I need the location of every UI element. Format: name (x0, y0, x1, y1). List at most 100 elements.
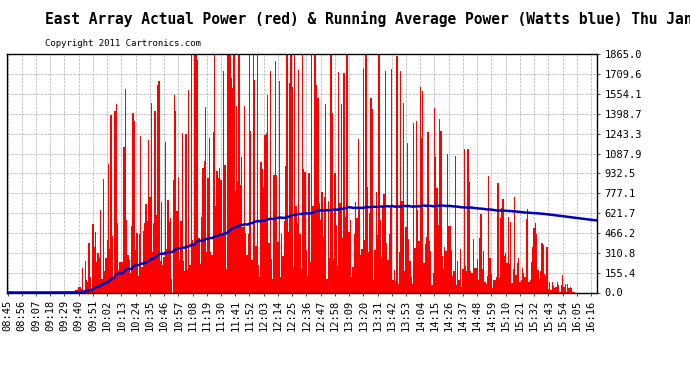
Bar (90, 277, 91, 292)
Bar (473, 239, 474, 292)
Bar (563, 287, 564, 292)
Bar (350, 219, 351, 292)
Bar (302, 50, 303, 292)
Bar (541, 243, 542, 292)
Bar (261, 162, 262, 292)
Bar (193, 245, 195, 292)
Bar (157, 86, 158, 292)
Bar (232, 88, 233, 292)
Bar (524, 277, 526, 292)
Bar (131, 226, 132, 292)
Bar (162, 265, 164, 292)
Bar (159, 261, 161, 292)
Bar (267, 95, 268, 292)
Bar (413, 123, 415, 292)
Bar (483, 251, 484, 292)
Bar (184, 271, 186, 292)
Bar (181, 133, 183, 292)
Bar (425, 243, 426, 292)
Bar (442, 256, 443, 292)
Bar (81, 290, 82, 292)
Bar (190, 50, 192, 292)
Bar (214, 50, 215, 292)
Bar (245, 234, 246, 292)
Bar (253, 50, 254, 292)
Bar (219, 168, 220, 292)
Bar (359, 208, 360, 292)
Bar (118, 270, 119, 292)
Bar (371, 98, 372, 292)
Bar (390, 208, 391, 292)
Bar (351, 277, 353, 292)
Bar (551, 282, 553, 292)
Bar (117, 223, 118, 292)
Bar (249, 50, 250, 292)
Bar (156, 214, 157, 292)
Bar (420, 87, 421, 292)
Bar (457, 261, 458, 292)
Bar (335, 225, 337, 292)
Bar (235, 191, 236, 292)
Bar (195, 50, 196, 292)
Bar (298, 70, 299, 292)
Bar (188, 90, 189, 292)
Bar (206, 252, 208, 292)
Bar (307, 276, 308, 292)
Bar (275, 61, 276, 292)
Bar (241, 158, 242, 292)
Bar (447, 154, 448, 292)
Bar (223, 71, 224, 292)
Bar (126, 220, 127, 292)
Bar (378, 55, 380, 292)
Bar (189, 266, 190, 292)
Bar (139, 234, 140, 292)
Bar (342, 237, 344, 292)
Bar (388, 234, 390, 292)
Bar (486, 284, 487, 292)
Bar (509, 264, 510, 292)
Bar (369, 213, 371, 292)
Bar (529, 282, 530, 292)
Bar (319, 203, 320, 292)
Bar (121, 261, 122, 292)
Bar (141, 267, 143, 292)
Bar (282, 256, 284, 292)
Bar (395, 280, 396, 292)
Bar (570, 286, 571, 292)
Bar (239, 50, 240, 292)
Bar (101, 279, 103, 292)
Bar (510, 222, 511, 292)
Bar (366, 187, 368, 292)
Bar (110, 115, 112, 292)
Bar (84, 261, 86, 292)
Bar (199, 264, 201, 292)
Bar (205, 106, 206, 292)
Bar (148, 140, 149, 292)
Bar (479, 238, 480, 292)
Bar (334, 173, 335, 292)
Bar (99, 258, 100, 292)
Bar (440, 130, 442, 292)
Bar (434, 108, 435, 292)
Bar (460, 249, 461, 292)
Bar (339, 203, 341, 292)
Bar (316, 85, 317, 292)
Bar (511, 283, 513, 292)
Bar (277, 242, 279, 292)
Bar (248, 234, 249, 292)
Bar (77, 290, 78, 292)
Bar (341, 104, 342, 292)
Bar (290, 50, 291, 292)
Bar (202, 168, 204, 292)
Bar (146, 220, 148, 292)
Bar (364, 240, 365, 292)
Bar (240, 185, 241, 292)
Bar (355, 202, 356, 292)
Bar (328, 201, 329, 292)
Bar (409, 261, 411, 292)
Bar (433, 273, 434, 292)
Bar (526, 219, 527, 292)
Bar (465, 266, 466, 292)
Bar (135, 250, 136, 292)
Bar (474, 268, 475, 292)
